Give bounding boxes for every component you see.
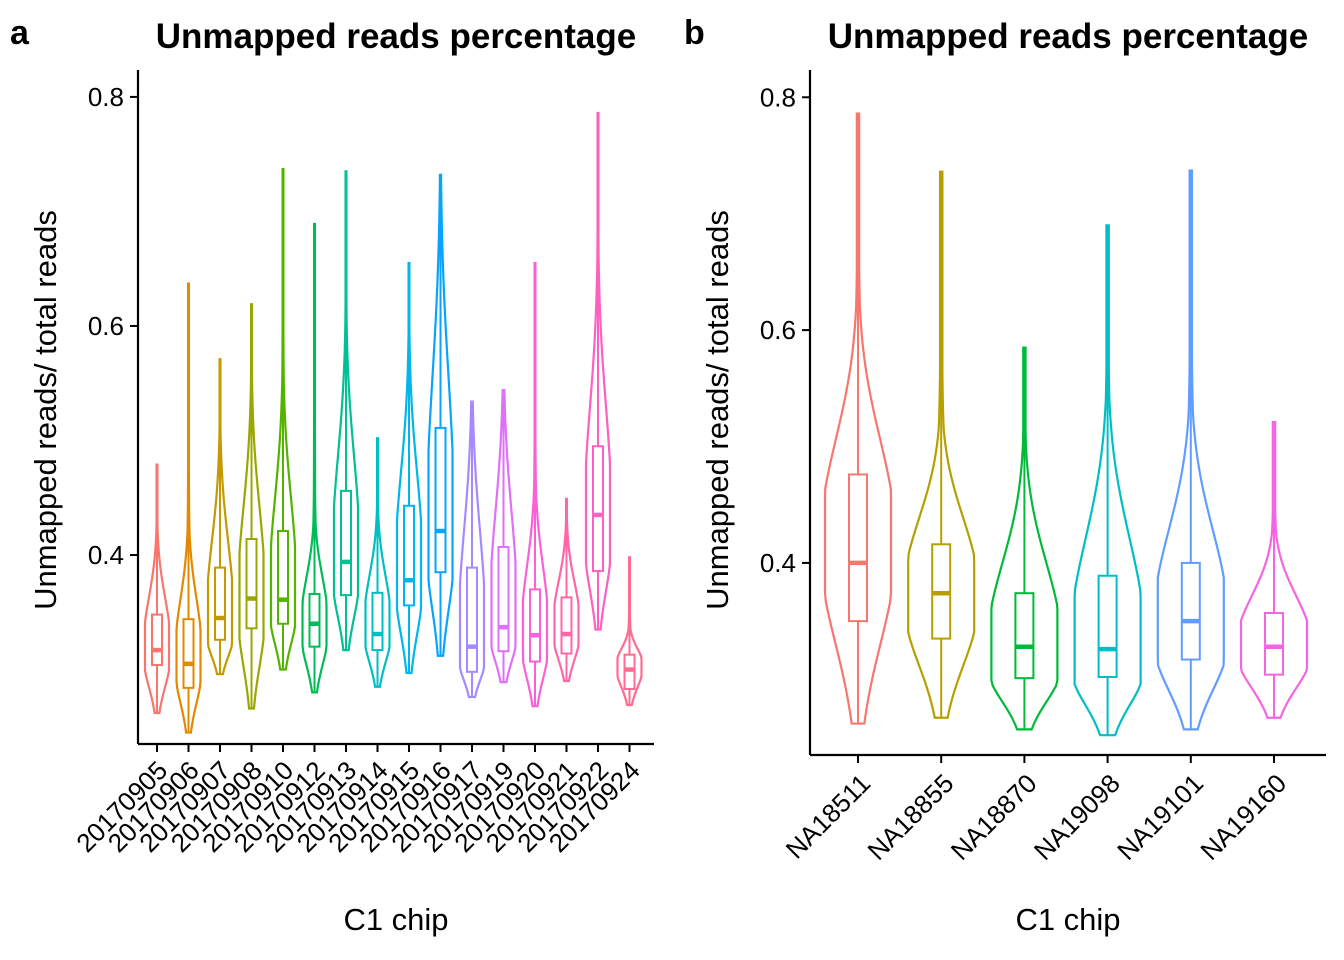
panel-a-violin-20170915 bbox=[395, 261, 423, 675]
panel-b-box bbox=[1014, 592, 1035, 680]
panel-a-violin-20170913 bbox=[332, 170, 360, 652]
panel-a-violin-20170914 bbox=[364, 437, 391, 688]
panel-a-violin-20170919 bbox=[490, 389, 517, 684]
panel-b-violin-NA19101 bbox=[1156, 169, 1225, 731]
panel-b-tag: b bbox=[684, 14, 705, 52]
panel-b-x-axis-title: C1 chip bbox=[1015, 902, 1120, 937]
panel-b-violin-outline bbox=[990, 346, 1059, 731]
panel-b-box bbox=[848, 473, 868, 623]
panel-a-box bbox=[529, 588, 541, 663]
panel-b-y-tick-label: 0.8 bbox=[760, 82, 796, 112]
panel-a-violin-20170905 bbox=[143, 463, 171, 715]
panel-a: a Unmapped reads percentage Unmapped rea… bbox=[10, 14, 654, 937]
panel-a-box bbox=[466, 566, 478, 673]
panel-a-box bbox=[592, 445, 604, 573]
panel-a-box bbox=[497, 546, 510, 653]
panel-a-violin-20170908 bbox=[238, 303, 265, 710]
panel-a-violin-20170917 bbox=[458, 400, 486, 699]
panel-a-x-axis-title: C1 chip bbox=[343, 902, 448, 937]
panel-a-box bbox=[308, 592, 321, 648]
panel-a-box bbox=[182, 618, 195, 689]
panel-a-violin-20170921 bbox=[553, 497, 580, 683]
panel-a-box bbox=[623, 653, 636, 691]
panel-a-y-axis-title: Unmapped reads/ total reads bbox=[28, 210, 63, 610]
panel-a-violin-20170910 bbox=[269, 167, 297, 671]
panel-a-violin-outline bbox=[584, 111, 612, 631]
panel-a-violin-20170907 bbox=[206, 358, 234, 676]
panel-b-violin-NA18855 bbox=[907, 170, 976, 719]
panel-a-violin-20170924 bbox=[616, 556, 643, 707]
panel-a-violin-outline bbox=[490, 389, 517, 684]
panel-a-tag: a bbox=[10, 14, 30, 52]
panel-b-title: Unmapped reads percentage bbox=[828, 17, 1308, 56]
panel-b-axes: 0.40.60.8NA18511NA18855NA18870NA19098NA1… bbox=[760, 70, 1326, 866]
panel-a-box bbox=[371, 591, 384, 652]
panel-b-violins bbox=[823, 112, 1309, 737]
panel-b-box bbox=[1180, 561, 1201, 661]
panel-b-violin-outline bbox=[1073, 224, 1142, 737]
panel-a-violins bbox=[143, 111, 643, 734]
panel-a-violin-outline bbox=[332, 170, 360, 652]
panel-b-box bbox=[1097, 574, 1118, 679]
panel-b-x-tick-label: NA19101 bbox=[1111, 768, 1209, 866]
panel-b-violin-outline bbox=[1239, 420, 1309, 719]
panel-b-violin-NA19160 bbox=[1239, 420, 1309, 719]
panel-a-box bbox=[151, 613, 163, 666]
panel-b-box bbox=[1264, 611, 1284, 676]
panel-a-box bbox=[214, 566, 226, 641]
panel-a-violin-outline bbox=[521, 261, 549, 708]
panel-a-box bbox=[340, 489, 352, 597]
panel-b-violin-outline bbox=[1156, 169, 1225, 731]
panel-b-y-axis-title: Unmapped reads/ total reads bbox=[700, 210, 735, 610]
panel-a-violin-20170916 bbox=[427, 173, 454, 657]
panel-a-y-tick-label: 0.8 bbox=[88, 82, 124, 112]
panel-a-y-tick-label: 0.4 bbox=[88, 540, 124, 570]
panel-a-box bbox=[403, 504, 415, 607]
panel-b-x-tick-label: NA19160 bbox=[1194, 768, 1292, 866]
panel-a-violin-20170922 bbox=[584, 111, 612, 631]
panel-b-y-tick-label: 0.6 bbox=[760, 315, 796, 345]
panel-b-y-tick-label: 0.4 bbox=[760, 548, 796, 578]
panel-b-violin-NA18870 bbox=[990, 346, 1059, 731]
panel-a-y-tick-label: 0.6 bbox=[88, 311, 124, 341]
panel-a-box bbox=[560, 596, 573, 655]
panel-b-violin-NA19098 bbox=[1073, 224, 1142, 737]
panel-a-title: Unmapped reads percentage bbox=[156, 17, 636, 56]
panel-a-violin-20170906 bbox=[175, 282, 202, 734]
panel-a-box bbox=[245, 537, 258, 630]
panel-a-violin-outline bbox=[301, 222, 328, 694]
panel-b-violin-NA18511 bbox=[823, 112, 893, 725]
panel-b: b Unmapped reads percentage Unmapped rea… bbox=[684, 14, 1326, 937]
panel-a-violin-20170920 bbox=[521, 261, 549, 708]
panel-a-box bbox=[434, 426, 447, 574]
panel-b-violin-outline bbox=[823, 112, 893, 725]
panel-b-violin-outline bbox=[907, 170, 976, 719]
panel-a-violin-20170912 bbox=[301, 222, 328, 694]
panel-b-x-tick-label: NA18855 bbox=[862, 768, 960, 866]
panel-b-x-tick-label: NA19098 bbox=[1028, 768, 1126, 866]
panel-a-box bbox=[277, 529, 289, 625]
panel-b-x-tick-label: NA18870 bbox=[945, 768, 1043, 866]
panel-b-x-tick-label: NA18511 bbox=[780, 768, 877, 865]
panel-a-violin-outline bbox=[395, 261, 423, 675]
